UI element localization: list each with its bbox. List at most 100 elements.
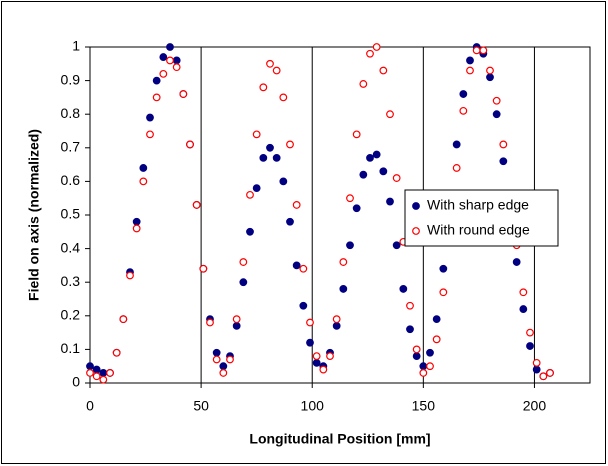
legend-box bbox=[404, 189, 559, 247]
data-point bbox=[419, 369, 428, 377]
data-point bbox=[312, 358, 321, 367]
data-point bbox=[426, 348, 434, 357]
data-point bbox=[519, 288, 528, 297]
y-tick-label: 0.3 bbox=[61, 273, 81, 289]
data-point bbox=[306, 318, 314, 327]
data-point bbox=[159, 69, 168, 78]
data-point bbox=[512, 258, 521, 266]
data-point bbox=[246, 190, 254, 199]
data-point bbox=[386, 197, 394, 206]
data-point bbox=[372, 150, 381, 159]
data-point bbox=[459, 90, 468, 98]
data-point bbox=[519, 305, 528, 313]
data-point bbox=[206, 318, 214, 327]
data-point bbox=[226, 355, 234, 364]
data-point bbox=[159, 53, 168, 61]
data-point bbox=[346, 241, 354, 250]
data-point bbox=[406, 325, 414, 334]
y-tick-label: 0.8 bbox=[61, 105, 81, 121]
data-point bbox=[186, 140, 194, 149]
data-point bbox=[252, 130, 261, 139]
data-point bbox=[139, 177, 148, 186]
data-point bbox=[332, 321, 341, 330]
data-point bbox=[106, 369, 114, 377]
data-point bbox=[526, 342, 534, 350]
data-point bbox=[466, 66, 474, 75]
data-point bbox=[286, 217, 294, 226]
data-point bbox=[532, 358, 541, 367]
x-tick-label: 150 bbox=[412, 398, 436, 414]
data-point bbox=[139, 164, 148, 172]
data-point bbox=[112, 348, 121, 357]
y-tick-label: 0.5 bbox=[61, 206, 81, 222]
data-point bbox=[432, 315, 441, 324]
data-point bbox=[326, 352, 334, 361]
data-point bbox=[239, 258, 248, 266]
legend-label: With sharp edge bbox=[427, 197, 529, 213]
data-point bbox=[219, 362, 228, 371]
data-point bbox=[172, 56, 181, 65]
data-point bbox=[432, 335, 441, 344]
data-point bbox=[499, 157, 508, 166]
data-point bbox=[279, 93, 288, 102]
data-point bbox=[146, 113, 154, 122]
data-point bbox=[472, 46, 481, 55]
data-point bbox=[166, 56, 174, 65]
data-point bbox=[299, 301, 308, 310]
data-point bbox=[272, 66, 281, 75]
data-point bbox=[192, 201, 201, 209]
data-point bbox=[166, 43, 174, 51]
data-point bbox=[152, 76, 161, 85]
data-point bbox=[132, 224, 141, 233]
data-point bbox=[546, 369, 554, 377]
data-point bbox=[332, 315, 341, 324]
data-point bbox=[312, 352, 321, 361]
data-point bbox=[339, 258, 348, 266]
data-point bbox=[386, 110, 394, 119]
data-point bbox=[99, 369, 108, 377]
data-point bbox=[319, 365, 328, 374]
y-tick-label: 0.9 bbox=[61, 71, 81, 87]
data-point bbox=[466, 56, 474, 65]
y-tick-label: 0.4 bbox=[61, 239, 81, 255]
y-tick-label: 1 bbox=[72, 38, 80, 54]
data-point bbox=[279, 177, 288, 186]
data-point bbox=[532, 365, 541, 374]
data-point bbox=[99, 375, 108, 384]
data-point bbox=[232, 321, 241, 330]
data-point bbox=[292, 261, 301, 270]
data-point bbox=[179, 90, 188, 98]
data-point bbox=[299, 264, 308, 273]
data-point bbox=[239, 278, 248, 287]
data-point bbox=[286, 140, 294, 149]
data-point bbox=[359, 170, 368, 179]
data-point bbox=[439, 288, 448, 297]
data-point bbox=[259, 153, 268, 162]
data-point bbox=[266, 143, 274, 152]
data-point bbox=[152, 93, 161, 102]
x-tick-label: 0 bbox=[86, 398, 94, 414]
data-point bbox=[479, 46, 488, 55]
y-tick-label: 0.1 bbox=[61, 340, 81, 356]
data-point bbox=[372, 43, 381, 51]
data-point bbox=[126, 271, 134, 280]
data-point bbox=[492, 110, 501, 119]
data-point bbox=[419, 362, 428, 371]
y-tick-label: 0.7 bbox=[61, 139, 81, 155]
data-point bbox=[232, 315, 241, 324]
data-point bbox=[412, 352, 421, 361]
data-point bbox=[412, 345, 421, 354]
data-point bbox=[199, 264, 208, 273]
data-point bbox=[399, 285, 408, 293]
data-point bbox=[86, 369, 94, 377]
data-point bbox=[212, 348, 221, 357]
data-point bbox=[86, 362, 94, 371]
data-point bbox=[92, 365, 101, 374]
y-tick-label: 0.2 bbox=[61, 307, 81, 323]
x-tick-label: 50 bbox=[193, 398, 209, 414]
data-point bbox=[379, 66, 388, 75]
x-tick-label: 100 bbox=[301, 398, 325, 414]
legend-marker bbox=[412, 227, 420, 235]
data-point bbox=[352, 130, 361, 139]
